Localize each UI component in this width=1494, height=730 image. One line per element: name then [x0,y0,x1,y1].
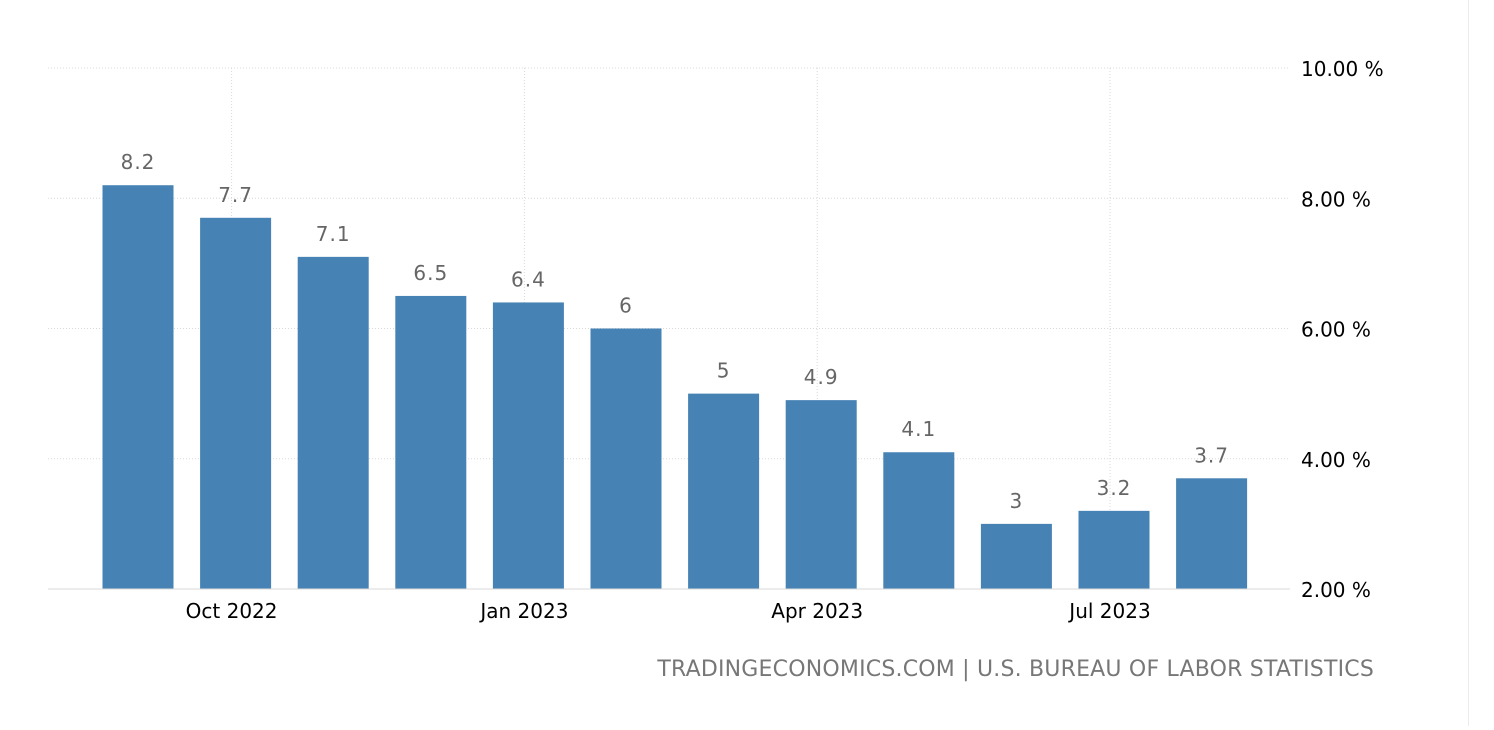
y-tick-label: 10.00 % [1301,57,1384,81]
bar [1078,510,1150,589]
data-label: 4.9 [804,365,839,389]
x-axis: Oct 2022 Jan 2023 Apr 2023 Jul 2023 [48,588,1290,623]
x-tick-label: Jan 2023 [478,599,568,623]
bar [1176,478,1248,589]
bar [200,217,272,589]
data-label: 5 [717,359,731,383]
bar [102,185,174,589]
bars [102,185,1248,589]
bar [688,393,760,589]
x-tick-label: Apr 2023 [771,599,863,623]
bar [980,523,1052,589]
x-tick-label: Jul 2023 [1067,599,1150,623]
data-label: 8.2 [121,150,156,174]
data-labels: 8.2 7.7 7.1 6.5 6.4 6 5 4.9 4.1 3 3.2 3.7 [121,150,1229,513]
y-axis: 2.00 % 4.00 % 6.00 % 8.00 % 10.00 % [1301,57,1384,602]
data-label: 6.5 [413,261,448,285]
bar [492,302,564,589]
data-label: 7.1 [316,222,351,246]
bar [590,328,662,589]
bar [395,295,467,589]
bar [785,400,857,589]
y-tick-label: 8.00 % [1301,187,1371,211]
x-tick-label: Oct 2022 [186,599,278,623]
data-label: 6.4 [511,267,546,291]
y-tick-label: 6.00 % [1301,318,1371,342]
data-label: 6 [619,294,633,318]
y-tick-label: 2.00 % [1301,578,1371,602]
data-label: 3 [1010,489,1024,513]
y-tick-label: 4.00 % [1301,448,1371,472]
data-label: 3.2 [1097,476,1132,500]
data-label: 4.1 [901,417,936,441]
bar [297,256,369,589]
data-label: 3.7 [1194,443,1229,467]
bar [883,452,955,589]
data-label: 7.7 [218,183,253,207]
panel-border [1468,0,1469,726]
source-attribution: TRADINGECONOMICS.COM | U.S. BUREAU OF LA… [657,657,1374,682]
